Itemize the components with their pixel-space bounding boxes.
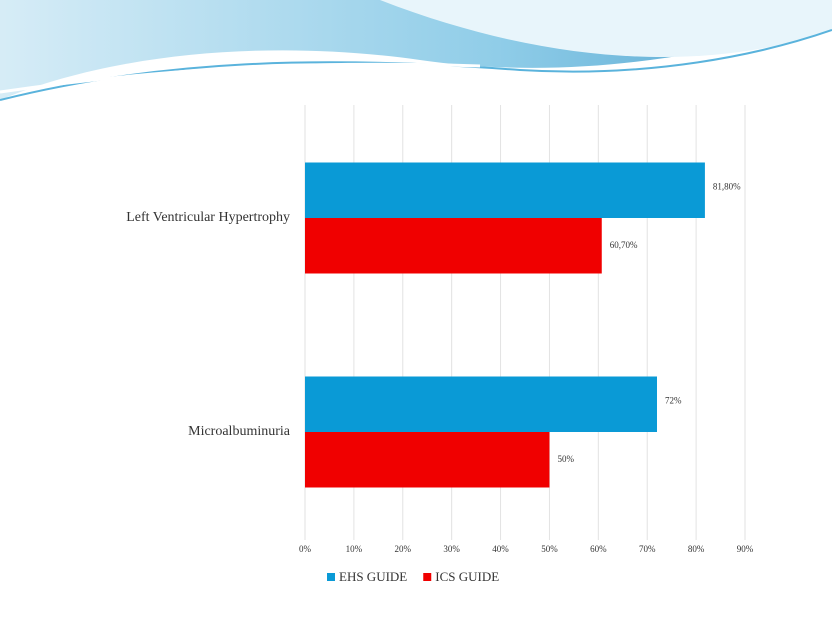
x-tick-label: 60%: [590, 544, 607, 554]
value-label: 81,80%: [713, 181, 741, 191]
value-label: 60,70%: [610, 240, 638, 250]
legend-swatch: [423, 573, 432, 581]
bar: [305, 432, 550, 488]
x-tick-label: 0%: [299, 544, 312, 554]
x-tick-label: 20%: [395, 544, 412, 554]
category-label: Left Ventricular Hypertrophy: [126, 210, 290, 225]
x-tick-label: 90%: [737, 544, 754, 554]
bar: [305, 218, 602, 274]
legend-label: ICS GUIDE: [435, 569, 499, 584]
legend-swatch: [327, 573, 335, 581]
x-tick-label: 30%: [443, 544, 460, 554]
value-label: 50%: [557, 454, 574, 464]
x-tick-label: 10%: [346, 544, 363, 554]
x-tick-label: 50%: [541, 544, 558, 554]
bar: [305, 376, 657, 432]
header-wave: [0, 0, 832, 101]
x-tick-label: 40%: [492, 544, 509, 554]
legend-label: EHS GUIDE: [339, 569, 407, 584]
bar: [305, 162, 705, 218]
value-label: 72%: [665, 395, 682, 405]
category-label: Microalbuminuria: [188, 424, 291, 439]
x-tick-label: 80%: [688, 544, 705, 554]
x-tick-label: 70%: [639, 544, 656, 554]
